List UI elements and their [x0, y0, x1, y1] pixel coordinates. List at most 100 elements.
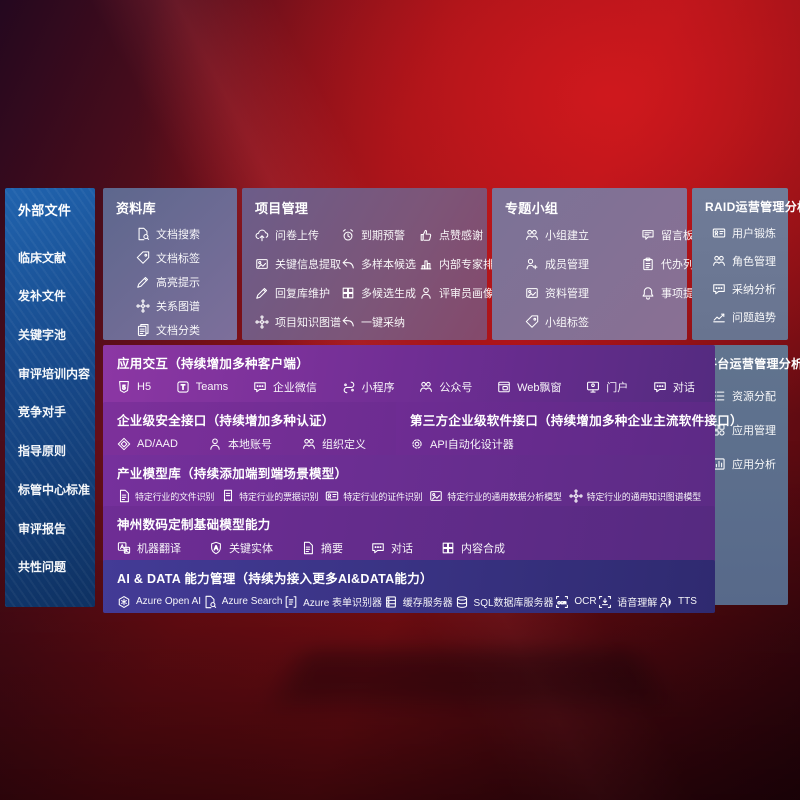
- sidebar-item-review-training: 审评培训内容: [18, 366, 91, 381]
- project-management-title: 项目管理: [255, 201, 309, 216]
- compose-puzzle-icon: [441, 541, 455, 555]
- portal-icon: [586, 380, 600, 394]
- raid-item: 问题趋势: [712, 309, 788, 325]
- reply-arrow-icon: [341, 257, 355, 271]
- repo-item: 文档搜索: [136, 226, 237, 242]
- project-item: 评审员画像: [419, 284, 505, 301]
- interact-item-label: Web飘窗: [517, 382, 562, 394]
- project-item: 多样本候选: [341, 255, 419, 272]
- raid-analysis-panel: RAID运营管理分析 用户锻炼 角色管理 采纳分析 问题趋势: [692, 188, 800, 340]
- person-icon: [208, 437, 222, 451]
- adopt-arrow-icon: [341, 315, 355, 329]
- organization-icon: [302, 437, 316, 451]
- ai-data-item-label: Azure 表单识别器: [303, 598, 383, 609]
- industry-item: 特定行业的通用知识图谱模型: [569, 489, 701, 503]
- interact-item-label: 企业微信: [272, 382, 317, 394]
- ai-data-row: AI & DATA 能力管理（持续为接入更多AI&DATA能力） Azure O…: [103, 560, 715, 613]
- repo-item: 高亮提示: [136, 274, 237, 290]
- repo-item: 文档分类: [136, 322, 237, 338]
- interact-item: H5: [117, 380, 151, 394]
- security-item: 本地账号: [208, 436, 272, 452]
- base-model-item-label: 对话: [391, 543, 413, 555]
- dialog-icon: [653, 380, 667, 394]
- sidebar-item-review-reports: 审评报告: [18, 521, 67, 536]
- group-item: 留言板: [641, 226, 705, 243]
- base-model-item-label: 关键实体: [229, 543, 273, 555]
- topic-group-title: 专题小组: [505, 201, 559, 216]
- wechat-work-icon: [253, 380, 267, 394]
- base-model-item: 对话: [371, 540, 413, 556]
- repository-title: 资料库: [116, 201, 156, 216]
- raid-item-label: 角色管理: [732, 256, 776, 268]
- platform-item: 应用管理: [712, 422, 788, 438]
- platform-item-label: 资源分配: [732, 391, 776, 403]
- interact-item-label: Teams: [195, 381, 229, 393]
- ai-data-item: SQL数据库服务器: [455, 594, 554, 609]
- interact-item: 对话: [653, 379, 695, 395]
- group-item: 资料管理: [525, 284, 641, 301]
- thumbs-up-icon: [419, 228, 433, 242]
- doc-search-icon: [136, 227, 150, 241]
- ai-data-item-label: Azure Open AI: [136, 596, 202, 607]
- sidebar-item-guidelines: 指导原则: [18, 444, 67, 459]
- repo-item-label: 文档标签: [156, 253, 200, 265]
- ai-data-item: Azure Open AI: [117, 595, 201, 609]
- repo-item-label: 关系图谱: [156, 301, 200, 313]
- graph-icon: [136, 299, 150, 313]
- raid-analysis-title: RAID运营管理分析: [705, 200, 800, 214]
- industry-item: 特定行业的证件识别: [325, 489, 423, 503]
- security-item-label: 本地账号: [227, 439, 272, 451]
- third-party-interface-title: 第三方企业级软件接口（持续增加多种企业主流软件接口）: [410, 414, 743, 428]
- base-model-item: 机器翻译: [117, 540, 181, 556]
- puzzle-icon: [341, 286, 355, 300]
- industry-model-row: 产业模型库（持续添加端到端场景模型） 特定行业的文件识别 特定行业的票据识别 特…: [103, 455, 715, 509]
- tts-icon: [659, 595, 673, 609]
- group-item-label: 留言板: [661, 229, 694, 242]
- industry-item-label: 特定行业的通用数据分析模型: [447, 491, 562, 502]
- base-model-item-label: 机器翻译: [137, 543, 181, 555]
- repo-item-label: 文档搜索: [156, 229, 200, 241]
- openai-icon: [117, 595, 131, 609]
- tag-icon: [136, 251, 150, 265]
- raid-item-label: 用户锻炼: [732, 228, 776, 240]
- project-management-panel: 项目管理 问卷上传 到期预警 点赞感谢 关键信息提取 多样本候选 内部专家排名 …: [242, 188, 505, 340]
- project-item-label: 项目知识图谱: [275, 316, 341, 329]
- interact-item-label: H5: [137, 381, 152, 393]
- teams-icon: [176, 380, 190, 394]
- group-item-label: 成员管理: [545, 258, 589, 271]
- ai-data-item: Azure Search: [203, 595, 282, 609]
- ranking-icon: [419, 257, 433, 271]
- tag-icon: [525, 315, 539, 329]
- platform-item-label: 应用分析: [732, 459, 776, 471]
- project-item-label: 到期预警: [361, 229, 405, 242]
- project-item-label: 多样本候选: [361, 258, 416, 271]
- base-model-item-label: 内容合成: [461, 543, 505, 555]
- translate-icon: [117, 541, 131, 555]
- platform-item: 资源分配: [712, 388, 788, 404]
- interact-item: 公众号: [419, 379, 472, 395]
- ai-data-title: AI & DATA 能力管理（持续为接入更多AI&DATA能力）: [117, 572, 433, 586]
- project-item: 问卷上传: [255, 226, 341, 243]
- ai-data-item-label: OCR: [574, 596, 597, 607]
- project-item: 点赞感谢: [419, 226, 505, 243]
- base-model-item: 内容合成: [441, 540, 505, 556]
- interact-item: 小程序: [342, 379, 395, 395]
- group-item-label: 小组建立: [545, 229, 589, 242]
- external-files-list: 临床文献 发补文件 关键字池 审评培训内容 竞争对手 指导原则 标管中心标准 审…: [5, 219, 95, 607]
- industry-item-label: 特定行业的通用知识图谱模型: [586, 491, 702, 502]
- interact-item-label: 门户: [606, 382, 629, 394]
- security-item: 组织定义: [302, 436, 366, 452]
- sidebar-item-supplement-files: 发补文件: [18, 289, 67, 304]
- sidebar-item-competitors: 竞争对手: [18, 405, 67, 420]
- sql-database-icon: [455, 595, 469, 609]
- chat-qa-icon: [712, 282, 726, 296]
- sidebar-item-keyword-pool: 关键字池: [18, 328, 67, 343]
- project-item: 关键信息提取: [255, 255, 341, 272]
- base-model-item: 关键实体: [209, 540, 273, 556]
- cache-server-icon: [384, 595, 398, 609]
- app-interaction-title: 应用交互（持续增加多种客户端）: [117, 357, 310, 371]
- person-add-icon: [525, 257, 539, 271]
- interact-item: 门户: [586, 379, 628, 395]
- platform-item-label: 应用管理: [732, 425, 776, 437]
